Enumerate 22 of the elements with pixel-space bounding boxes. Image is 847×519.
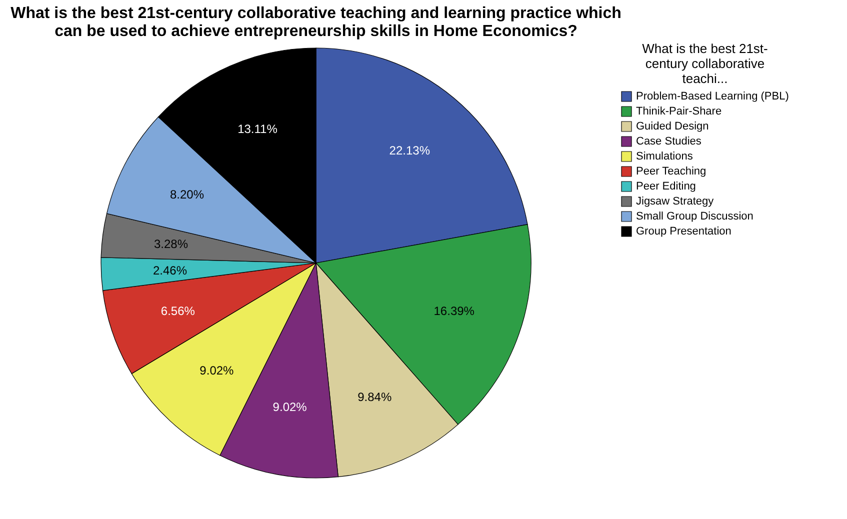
data-label: 16.39% [434, 304, 475, 318]
legend-label: Problem-Based Learning (PBL) [636, 90, 789, 102]
legend-label: Thinik-Pair-Share [636, 106, 722, 118]
legend-label: Group Presentation [636, 226, 732, 238]
legend-label: Simulations [636, 150, 694, 162]
data-label: 13.11% [238, 122, 278, 136]
data-label: 8.20% [170, 187, 204, 202]
legend-title: What is the best 21st-century collaborative teachi... [642, 41, 768, 86]
legend-label: Peer Editing [636, 180, 696, 192]
data-label: 22.13% [389, 144, 430, 158]
legend-label: Case Studies [636, 136, 702, 148]
data-label: 2.46% [152, 264, 188, 278]
legend-label: Guided Design [636, 120, 709, 132]
data-label: 9.02% [272, 400, 308, 414]
data-label: 9.84% [358, 390, 392, 404]
data-label: 3.28% [154, 237, 188, 252]
legend-label: Small Group Discussion [636, 210, 754, 222]
data-label: 6.56% [160, 304, 196, 318]
legend-label: Jigsaw Strategy [636, 196, 714, 208]
chart-title: What is the best 21st-century collaborative teaching and learning practice which can be used to achieve entrepreneurship skills in Home Economics? [10, 5, 622, 40]
legend-label: Peer Teaching [636, 166, 706, 178]
data-label: 9.02% [200, 363, 234, 378]
